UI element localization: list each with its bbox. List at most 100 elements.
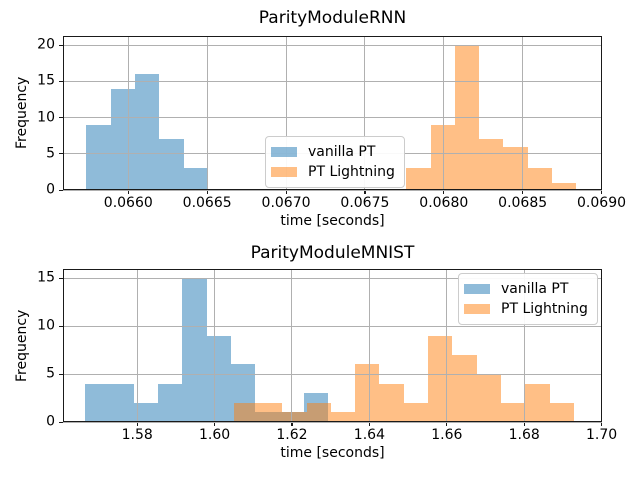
hist-bar-vanilla-pt bbox=[110, 88, 135, 190]
x-tick bbox=[285, 190, 287, 194]
grid-line-y bbox=[63, 325, 602, 327]
x-tick bbox=[206, 190, 208, 194]
hist-bar-pt-lightning bbox=[406, 168, 431, 190]
y-tick bbox=[58, 325, 63, 327]
hist-bar-pt-lightning bbox=[430, 124, 455, 190]
chart-title-parity-module-rnn: ParityModuleRNN bbox=[258, 8, 407, 28]
hist-bar-pt-lightning bbox=[306, 402, 331, 422]
legend-swatch-vanilla-pt bbox=[464, 284, 490, 294]
y-axis-label: Frequency bbox=[14, 76, 30, 150]
hist-bar-vanilla-pt bbox=[134, 74, 160, 190]
y-tick-label: 20 bbox=[37, 36, 55, 53]
x-tick bbox=[443, 190, 445, 194]
grid-line-y bbox=[63, 421, 602, 423]
grid-line-x bbox=[127, 36, 129, 190]
hist-bar-pt-lightning bbox=[282, 412, 307, 422]
legend-label: PT Lightning bbox=[308, 164, 395, 180]
x-tick bbox=[127, 190, 129, 194]
x-tick-label: 0.0685 bbox=[498, 195, 548, 211]
hist-bar-pt-lightning bbox=[476, 374, 501, 422]
x-tick bbox=[523, 422, 525, 426]
axes-parity-module-rnn: 0.0660 0.0665 0.0670 0.0675 0.0680 0.0685 0.06… bbox=[14, 36, 626, 229]
legend-label: PT Lightning bbox=[501, 301, 588, 317]
legend-row: vanilla PT bbox=[271, 142, 395, 162]
x-tick bbox=[522, 190, 524, 194]
x-tick-label: 1.68 bbox=[508, 427, 540, 443]
grid-line-x bbox=[364, 36, 366, 190]
hist-bar-pt-lightning bbox=[501, 402, 526, 422]
y-tick-label: 0 bbox=[46, 413, 55, 430]
hist-bar-pt-lightning bbox=[479, 139, 504, 190]
x-tick-label: 0.0690 bbox=[577, 195, 627, 211]
hist-bar-vanilla-pt bbox=[182, 278, 207, 422]
x-tick bbox=[214, 422, 216, 426]
grid-line-y bbox=[63, 117, 602, 119]
y-tick-label: 15 bbox=[37, 72, 55, 89]
y-tick-label: 15 bbox=[37, 269, 55, 286]
grid-line-x bbox=[136, 269, 138, 422]
hist-bar-pt-lightning bbox=[379, 383, 404, 422]
hist-bar-vanilla-pt bbox=[86, 124, 111, 190]
grid-line-x bbox=[523, 269, 525, 422]
grid-line-x bbox=[368, 269, 370, 422]
hist-bar-pt-lightning bbox=[428, 335, 453, 422]
x-tick-label: 1.58 bbox=[121, 427, 153, 443]
x-tick bbox=[446, 422, 448, 426]
grid-line-y bbox=[63, 277, 602, 279]
x-tick-label: 0.0670 bbox=[261, 195, 311, 211]
y-tick bbox=[58, 117, 63, 119]
x-axis-label: time [seconds] bbox=[280, 213, 385, 229]
axes-parity-module-mnist: 1.58 1.60 1.62 1.64 1.66 1.68 1.70 0 5 10 15 time [… bbox=[14, 269, 617, 461]
hist-bar-pt-lightning bbox=[549, 402, 574, 422]
hist-bar-vanilla-pt bbox=[206, 335, 232, 422]
y-tick-label: 5 bbox=[46, 145, 55, 162]
hist-bar-vanilla-pt bbox=[85, 383, 110, 422]
y-axis-label: Frequency bbox=[14, 309, 30, 382]
y-tick-label: 0 bbox=[46, 181, 55, 198]
y-tick bbox=[58, 153, 63, 155]
grid-line-x bbox=[601, 269, 603, 422]
x-tick-label: 1.70 bbox=[586, 427, 618, 443]
legend-row: vanilla PT bbox=[464, 279, 588, 299]
legend-row: PT Lightning bbox=[271, 162, 395, 182]
x-tick-label: 1.62 bbox=[276, 427, 308, 443]
hist-bar-pt-lightning bbox=[257, 402, 283, 422]
legend-swatch-vanilla-pt bbox=[271, 147, 297, 157]
legend-swatch-pt-lightning bbox=[271, 167, 297, 177]
hist-bar-pt-lightning bbox=[525, 383, 550, 422]
hist-bar-vanilla-pt bbox=[158, 383, 183, 422]
x-tick-label: 1.60 bbox=[198, 427, 231, 443]
hist-bar-pt-lightning bbox=[233, 402, 258, 422]
x-tick-label: 0.0665 bbox=[182, 195, 232, 211]
grid-line-y bbox=[63, 80, 602, 82]
hist-bar-vanilla-pt bbox=[183, 168, 208, 190]
y-tick-label: 10 bbox=[37, 109, 55, 126]
legend: vanilla PT PT Lightning bbox=[265, 136, 405, 188]
y-tick bbox=[58, 373, 63, 375]
x-tick bbox=[291, 422, 293, 426]
hist-bar-pt-lightning bbox=[452, 354, 477, 422]
y-tick bbox=[58, 80, 63, 82]
grid-line-x bbox=[522, 36, 524, 190]
legend-label: vanilla PT bbox=[308, 144, 376, 160]
x-tick bbox=[601, 190, 603, 194]
y-tick bbox=[58, 277, 63, 279]
x-tick bbox=[364, 190, 366, 194]
hist-bar-pt-lightning bbox=[403, 402, 429, 422]
chart-title-parity-module-mnist: ParityModuleMNIST bbox=[250, 243, 415, 263]
grid-line-x bbox=[206, 36, 208, 190]
x-tick-label: 0.0675 bbox=[340, 195, 390, 211]
y-tick-label: 5 bbox=[46, 365, 55, 382]
grid-line-x bbox=[601, 36, 603, 190]
x-axis-label: time [seconds] bbox=[280, 445, 385, 461]
hist-bar-pt-lightning bbox=[527, 168, 552, 190]
grid-line-y bbox=[63, 373, 602, 375]
x-tick-label: 1.66 bbox=[431, 427, 463, 443]
legend: vanilla PT PT Lightning bbox=[458, 273, 598, 325]
x-tick-label: 0.0680 bbox=[419, 195, 469, 211]
grid-line-x bbox=[285, 36, 287, 190]
hist-bar-vanilla-pt bbox=[159, 139, 184, 190]
grid-line-x bbox=[446, 269, 448, 422]
y-tick bbox=[58, 421, 63, 423]
hist-bar-vanilla-pt bbox=[109, 383, 134, 422]
